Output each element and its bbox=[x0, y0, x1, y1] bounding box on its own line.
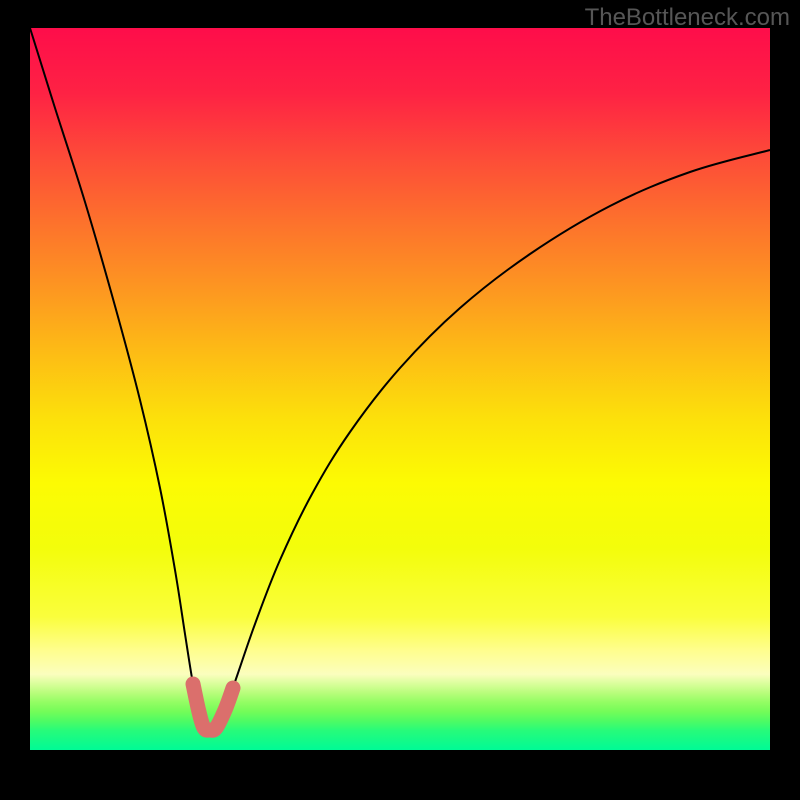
chart-canvas: TheBottleneck.com bbox=[0, 0, 800, 800]
watermark-text: TheBottleneck.com bbox=[585, 4, 790, 32]
plot-background bbox=[30, 28, 770, 750]
chart-svg bbox=[0, 0, 800, 800]
